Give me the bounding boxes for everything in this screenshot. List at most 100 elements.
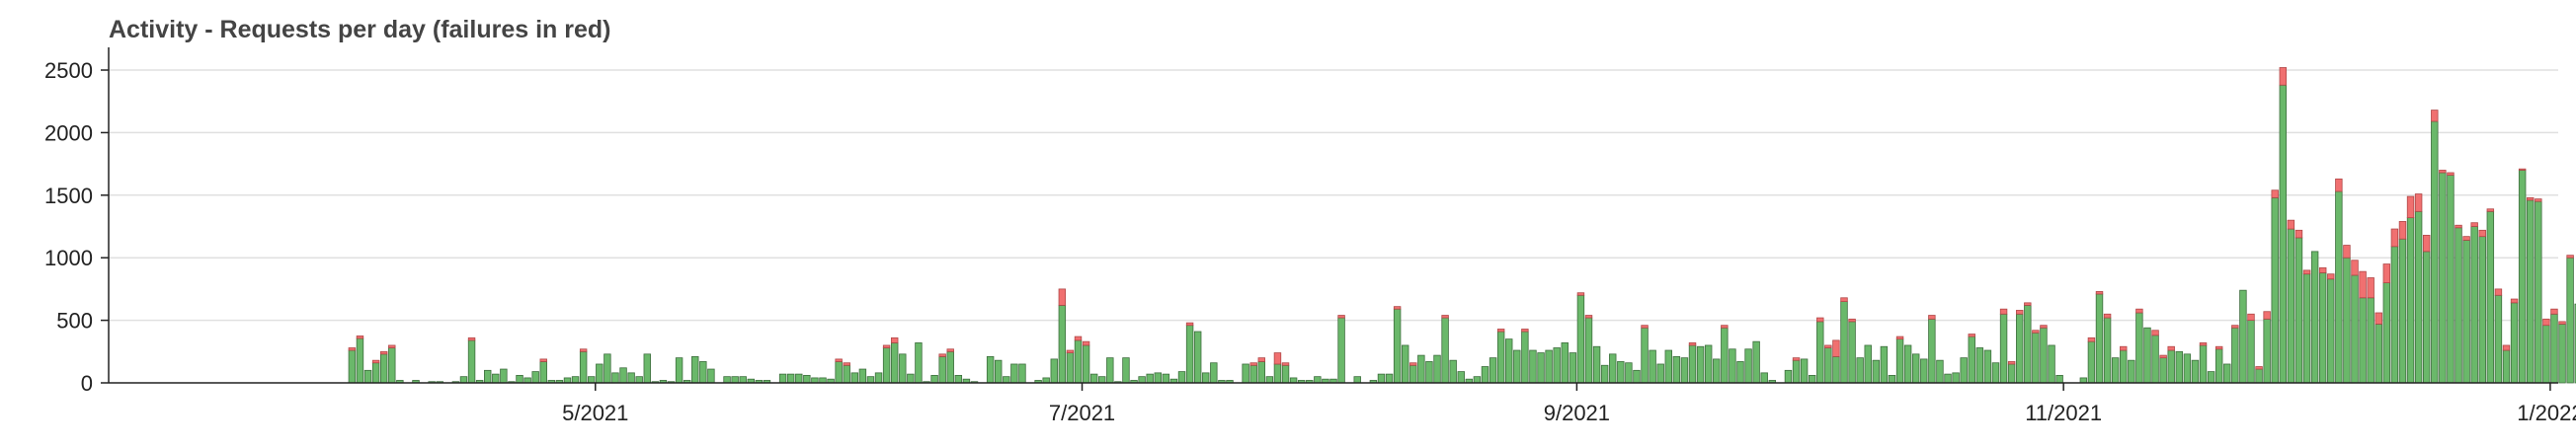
bar-success (1249, 364, 1257, 384)
bar-success (1991, 362, 2000, 384)
bar-success (1106, 357, 1114, 384)
bar-success (2327, 278, 2335, 384)
bar-failure (371, 359, 380, 364)
bar-success (500, 368, 508, 384)
bar-failure (356, 335, 364, 339)
bar-success (1449, 359, 1457, 384)
bar-success (2550, 313, 2558, 384)
bar-success (1824, 347, 1832, 384)
bar-success (1018, 363, 1026, 384)
bar-success (1314, 376, 1322, 384)
bar-success (1736, 361, 1744, 384)
bar-success (778, 373, 787, 384)
bar-success (1895, 338, 1904, 384)
bar-success (531, 371, 539, 384)
chart-title: Activity - Requests per day (failures in… (109, 16, 611, 43)
x-tick-label: 9/2021 (1544, 401, 1610, 425)
bar-success (2120, 349, 2128, 384)
bar-failure (2398, 221, 2407, 240)
bar-success (2558, 324, 2566, 384)
bar-success (2375, 324, 2382, 384)
bar-failure (1792, 357, 1801, 361)
bar-success (930, 374, 938, 384)
bar-failure (2302, 269, 2311, 275)
bar-success (2310, 251, 2319, 384)
bar-success (388, 347, 396, 384)
bar-success (986, 355, 995, 384)
bar-failure (1441, 315, 1449, 319)
bar-failure (1641, 325, 1649, 329)
bar-failure (2120, 345, 2128, 351)
bar-success (2183, 353, 2192, 384)
bar-success (1513, 349, 1521, 384)
bar-failure (835, 358, 843, 362)
bar-failure (938, 353, 946, 357)
bar-success (1393, 308, 1402, 384)
bar-success (2167, 349, 2175, 384)
bar-failure (2566, 255, 2574, 259)
bar-failure (843, 362, 850, 366)
bar-success (2247, 320, 2255, 384)
bar-success (1098, 376, 1106, 384)
bar-success (1975, 347, 1984, 384)
bar-success (1537, 352, 1545, 384)
bar-success (1353, 376, 1361, 384)
x-tick-label: 7/2021 (1049, 401, 1115, 425)
bar-success (1074, 339, 1083, 384)
bar-failure (2087, 336, 2096, 342)
bar-failure (2390, 228, 2399, 248)
bar-success (850, 372, 859, 384)
bar-success (1066, 352, 1075, 384)
bar-success (2143, 327, 2151, 384)
bar-success (611, 372, 619, 384)
bar-success (2367, 297, 2375, 384)
bar-success (1713, 358, 1721, 384)
bar-failure (2016, 310, 2024, 315)
bar-success (356, 337, 364, 384)
y-tick-label: 0 (81, 371, 93, 396)
bar-failure (2095, 291, 2104, 295)
bar-success (1441, 317, 1449, 384)
bar-success (1576, 294, 1585, 384)
bar-failure (1082, 340, 1090, 346)
bar-success (739, 376, 747, 384)
bar-success (2024, 304, 2032, 384)
bar-success (1177, 371, 1186, 384)
bar-failure (2478, 229, 2486, 238)
bar-success (2287, 228, 2295, 384)
bar-failure (2382, 263, 2391, 283)
bar-failure (2351, 260, 2359, 276)
bar-failure (2318, 266, 2327, 273)
bar-success (2199, 344, 2208, 384)
bar-success (627, 372, 635, 384)
bar-success (2032, 332, 2040, 384)
bar-success (1784, 369, 1793, 384)
bar-success (1903, 344, 1912, 384)
y-tick-label: 500 (56, 309, 93, 334)
bar-success (699, 361, 707, 384)
bar-failure (1816, 317, 1824, 323)
bar-success (1273, 363, 1282, 384)
bar-success (1625, 362, 1633, 384)
bar-success (874, 372, 883, 384)
bar-success (1592, 345, 1601, 384)
bar-success (1936, 359, 1944, 384)
bar-success (1561, 342, 1569, 384)
bar-success (915, 342, 923, 384)
bar-success (1680, 357, 1689, 384)
bar-success (1968, 335, 1975, 384)
bar-success (795, 373, 803, 384)
bar-success (1242, 363, 1249, 384)
bar-success (1553, 347, 1561, 384)
bar-failure (2406, 195, 2415, 219)
bar-success (1489, 357, 1497, 384)
bar-success (579, 350, 588, 384)
bar-failure (2494, 288, 2503, 296)
bar-success (2382, 282, 2391, 384)
bar-success (2231, 327, 2239, 384)
bar-success (379, 353, 388, 384)
bar-failure (2159, 354, 2167, 359)
bar-failure (348, 347, 357, 351)
bar-success (1122, 357, 1130, 384)
